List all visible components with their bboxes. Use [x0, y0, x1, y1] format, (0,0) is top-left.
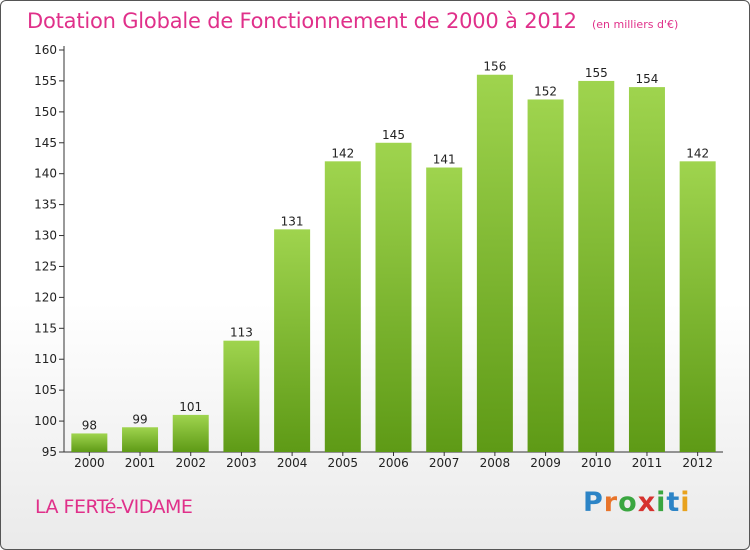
logo-letter: t: [666, 487, 681, 518]
logo-letter: x: [637, 487, 657, 518]
value-label-2001: 99: [132, 412, 147, 426]
y-tick-label: 105: [34, 383, 57, 397]
y-tick-label: 145: [34, 136, 57, 150]
x-tick-label: 2000: [74, 456, 105, 470]
chart-title: Dotation Globale de Fonctionnement de 20…: [27, 9, 577, 33]
value-label-2002: 101: [179, 400, 202, 414]
value-label-2003: 113: [230, 326, 253, 340]
bar-2004: [274, 229, 311, 452]
logo-letter: o: [618, 487, 638, 518]
value-label-2006: 145: [382, 128, 405, 142]
y-tick-label: 120: [34, 290, 57, 304]
x-tick-label: 2004: [277, 456, 308, 470]
x-tick-label: 2011: [632, 456, 663, 470]
title-row: Dotation Globale de Fonctionnement de 20…: [27, 9, 678, 33]
x-tick-label: 2005: [328, 456, 359, 470]
bar-layer: 98 99 101 113 131 142 145 141 156 152 155 154 142: [71, 60, 716, 453]
bar-2009: [527, 99, 564, 452]
y-tick-label: 95: [42, 445, 57, 459]
bar-2011: [628, 87, 665, 452]
y-tick-label: 160: [34, 43, 57, 57]
x-tick-label: 2003: [226, 456, 257, 470]
proxiti-logo: Proxiti: [583, 487, 691, 518]
logo-letter: i: [680, 487, 691, 518]
bar-2003: [223, 340, 260, 452]
x-tick-label: 2008: [480, 456, 511, 470]
value-label-2000: 98: [82, 418, 97, 432]
bar-2012: [679, 161, 716, 453]
bar-2007: [426, 167, 463, 452]
logo-letter: i: [656, 487, 667, 518]
x-tick-label: 2006: [378, 456, 409, 470]
logo-letter: P: [583, 487, 604, 518]
y-tick-label: 130: [34, 229, 57, 243]
y-tick-label: 155: [34, 74, 57, 88]
bar-2002: [172, 414, 209, 452]
value-label-2007: 141: [433, 153, 456, 167]
y-tick-label: 115: [34, 321, 57, 335]
x-tick-label: 2009: [530, 456, 561, 470]
value-label-2004: 131: [281, 214, 304, 228]
x-tick-label: 2010: [581, 456, 612, 470]
bar-2008: [476, 74, 513, 452]
y-tick-label: 100: [34, 414, 57, 428]
bar-2010: [578, 80, 615, 452]
value-label-2010: 155: [585, 66, 608, 80]
value-label-2008: 156: [483, 60, 506, 74]
y-tick-label: 140: [34, 167, 57, 181]
y-tick-label: 110: [34, 352, 57, 366]
x-tick-label: 2007: [429, 456, 460, 470]
y-tick-label: 125: [34, 259, 57, 273]
x-tick-label: 2001: [125, 456, 156, 470]
x-tick-label: 2002: [175, 456, 206, 470]
bar-2000: [71, 433, 108, 452]
logo-letter: r: [603, 487, 619, 518]
value-label-2011: 154: [636, 72, 659, 86]
bar-2005: [324, 161, 361, 453]
value-label-2005: 142: [331, 146, 354, 160]
axis-layer: 95 100 105 110 115 120 125 130 135 140 145 150 155 16…: [34, 43, 723, 470]
value-label-2009: 152: [534, 84, 557, 98]
x-tick-label: 2012: [682, 456, 713, 470]
bar-2006: [375, 142, 412, 452]
value-label-2012: 142: [686, 146, 709, 160]
unit-note: (en milliers d'€): [591, 18, 679, 31]
y-tick-label: 150: [34, 105, 57, 119]
y-tick-label: 135: [34, 198, 57, 212]
commune-name: LA FERTé-VIDAME: [35, 496, 193, 518]
bar-2001: [122, 427, 159, 452]
